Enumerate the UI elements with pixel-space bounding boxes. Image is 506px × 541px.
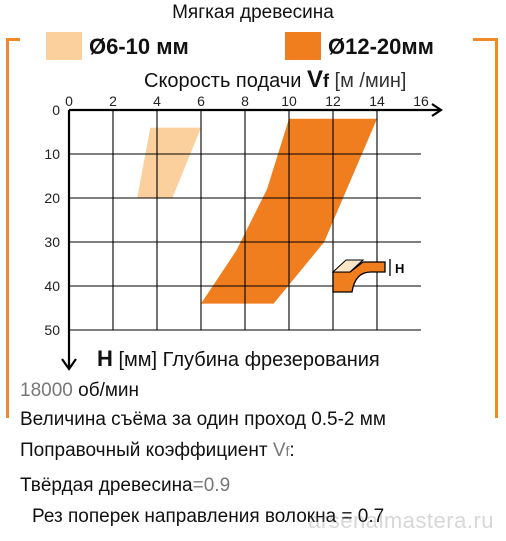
x-tick-label-2: 2 (109, 93, 117, 109)
y-tick-label-10: 10 (44, 146, 60, 162)
coef-label: Поправочный коэффициент (20, 440, 273, 461)
hardwood-line: Твёрдая древесина=0.9 (20, 475, 230, 497)
x-tick-label-4: 4 (153, 93, 161, 109)
coef-line: Поправочный коэффициент Vf: (20, 440, 295, 462)
x-tick-label-10: 10 (281, 93, 297, 109)
y-axis-title-text: Глубина фрезерования (162, 349, 380, 371)
frame-top-left (6, 38, 20, 41)
hardwood-value: =0.9 (192, 475, 231, 496)
rpm-line: 18000 об/мин (20, 380, 139, 402)
chart-title: Мягкая древесина (172, 2, 334, 23)
chart-grid (61, 103, 443, 371)
removal-line: Величина съёма за один проход 0.5-2 мм (20, 409, 386, 430)
inset-workpiece-shape (332, 261, 386, 293)
y-tick-label-50: 50 (44, 322, 60, 338)
rpm-value: 18000 (20, 380, 73, 401)
y-tick-label-0: 0 (52, 102, 60, 118)
chart-ticks: 0 2 4 6 8 10 12 14 16 0 10 20 30 40 50 (44, 93, 429, 338)
legend-label-small: Ø6-10 мм (89, 34, 189, 59)
coef-colon: : (289, 440, 295, 461)
x-tick-label-0: 0 (65, 93, 73, 109)
inset-h-label: H (395, 261, 404, 276)
x-tick-label-16: 16 (413, 93, 429, 109)
x-tick-label-6: 6 (197, 93, 205, 109)
y-axis-title: H [мм] Глубина фрезерования (97, 346, 380, 372)
milling-depth-inset: H (331, 259, 404, 293)
crossgrain-line: Рез поперек направления волокна = 0.7 (32, 506, 385, 527)
legend-label-large: Ø12-20мм (328, 34, 434, 59)
rpm-unit: об/мин (78, 380, 140, 401)
x-axis-unit: [м /мин] (334, 70, 407, 92)
x-axis-arrow (431, 103, 443, 117)
frame-right (495, 38, 498, 418)
y-tick-label-30: 30 (44, 234, 60, 250)
series-area-1 (137, 127, 201, 198)
frame-left (6, 38, 9, 418)
coef-var: V (272, 440, 286, 461)
x-axis-var-sub: f (322, 71, 329, 91)
y-axis-arrow (61, 358, 77, 371)
x-tick-label-14: 14 (369, 93, 385, 109)
coef-var-sub: f (285, 443, 290, 459)
y-axis-unit: [мм] (118, 349, 158, 371)
y-tick-label-20: 20 (44, 190, 60, 206)
watermark: arsenalmastera.ru (308, 508, 494, 533)
x-tick-label-8: 8 (241, 93, 249, 109)
inset-top-face (331, 259, 365, 273)
hardwood-label: Твёрдая древесина (20, 475, 193, 496)
x-tick-label-12: 12 (325, 93, 341, 109)
legend-swatch-small (46, 32, 82, 60)
y-axis-var: H (97, 346, 113, 371)
y-tick-label-40: 40 (44, 278, 60, 294)
x-axis-title: Скорость подачи Vf [м /мин] (144, 66, 406, 94)
x-axis-title-text: Скорость подачи (144, 70, 302, 92)
x-axis-var: V (306, 66, 323, 93)
legend-swatch-large (285, 32, 321, 60)
frame-top-right (473, 38, 498, 41)
